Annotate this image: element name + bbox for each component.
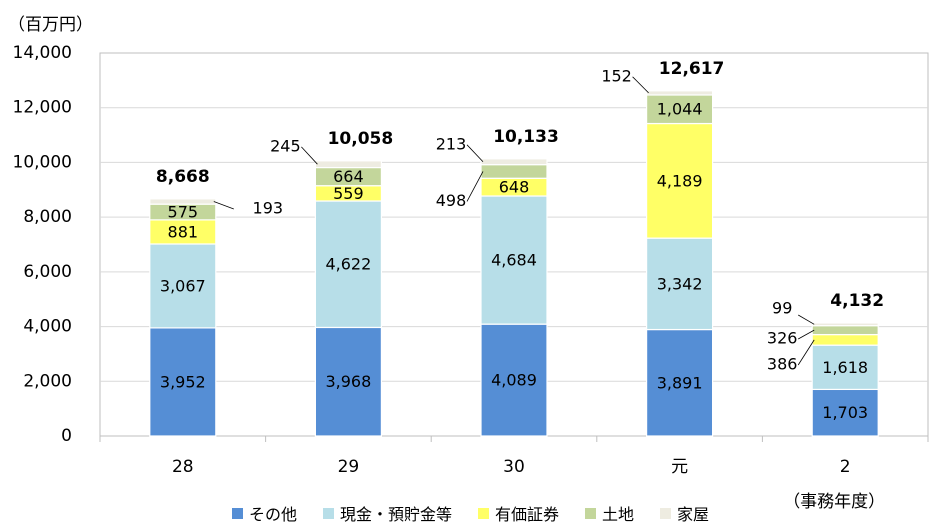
- y-tick-label: 10,000: [13, 152, 72, 172]
- callout-line: [466, 144, 484, 163]
- total-label: 10,133: [493, 127, 559, 147]
- x-axis-title: （事務年度）: [783, 492, 886, 512]
- callout-line: [466, 171, 484, 202]
- legend-label: その他: [248, 505, 297, 524]
- callout-line: [213, 201, 234, 210]
- data-label: 4,189: [657, 171, 703, 190]
- bar-segment: [480, 323, 548, 437]
- data-label: 3,342: [657, 274, 703, 293]
- stacked-bar-chart: 0 2,000 4,000 6,000 8,000 10,000 12,000 14,000 2…: [13, 43, 929, 477]
- y-tick-label: 14,000: [13, 43, 72, 63]
- bar-segment: [811, 333, 879, 346]
- data-label: 326: [767, 329, 798, 348]
- total-label: 10,058: [328, 129, 394, 149]
- bar-segment: [645, 94, 714, 125]
- bar-segment: [645, 237, 714, 331]
- bar-segment: [811, 344, 879, 391]
- y-tick-label: 8,000: [23, 207, 72, 227]
- callout-line: [301, 146, 318, 165]
- legend-item: 家屋: [660, 501, 709, 525]
- data-label: 1,618: [822, 358, 868, 377]
- callout-line: [797, 314, 815, 325]
- bar-segment: [149, 219, 217, 245]
- data-label: 575: [168, 203, 199, 222]
- total-label: 12,617: [659, 59, 725, 79]
- y-tick-label: 4,000: [23, 317, 72, 337]
- total-label: 4,132: [830, 291, 884, 311]
- bar-segment: [811, 322, 879, 327]
- legend-swatch: [585, 507, 596, 519]
- bar-segment: [149, 198, 217, 205]
- data-label: 3,968: [325, 372, 371, 391]
- data-label: 193: [253, 199, 284, 218]
- bar-segment: [645, 122, 714, 239]
- data-label: 99: [772, 299, 792, 318]
- legend-swatch: [231, 507, 243, 519]
- x-tick-label: 元: [671, 457, 688, 477]
- legend-item: 有価証券: [477, 501, 559, 525]
- data-label: 648: [499, 178, 530, 197]
- legend-label: 現金・預貯金等: [339, 505, 452, 524]
- data-label: 4,089: [491, 371, 537, 390]
- data-label: 245: [270, 136, 301, 155]
- data-label: 559: [333, 184, 364, 203]
- data-label: 1,044: [657, 100, 703, 119]
- data-label: 881: [168, 222, 199, 241]
- legend-swatch: [322, 507, 334, 519]
- legend: その他 現金・預貯金等 有価証券 土地 家屋: [0, 500, 941, 526]
- bar-segment: [645, 328, 714, 437]
- x-tick-label: 2: [840, 457, 851, 477]
- y-tick-label: 12,000: [13, 98, 72, 118]
- legend-item: 現金・預貯金等: [322, 501, 452, 525]
- legend-swatch: [660, 507, 672, 519]
- data-label: 3,067: [160, 276, 206, 295]
- bar-segment: [811, 325, 879, 336]
- legend-swatch: [477, 507, 489, 519]
- callout-line: [798, 329, 815, 340]
- legend-label: 家屋: [677, 505, 710, 524]
- data-label: 3,952: [160, 372, 206, 391]
- bar-segment: [645, 90, 714, 96]
- bar-segment: [480, 195, 548, 325]
- callout-line: [797, 339, 815, 366]
- x-tick-label: 28: [172, 457, 194, 477]
- data-label: 3,891: [657, 373, 703, 392]
- legend-label: 土地: [602, 505, 635, 524]
- bar-segment: [480, 158, 548, 166]
- data-label: 4,684: [491, 251, 537, 270]
- bar-segment: [811, 388, 879, 437]
- legend-item: その他: [231, 501, 297, 525]
- legend-item: 土地: [585, 501, 634, 525]
- total-label: 8,668: [156, 167, 210, 187]
- data-label: 152: [601, 66, 632, 85]
- bar-segment: [480, 164, 548, 179]
- x-tick-label: 29: [338, 457, 360, 477]
- data-label: 386: [767, 355, 798, 374]
- y-tick-label: 6,000: [23, 262, 72, 282]
- x-tick-label: 30: [503, 457, 525, 477]
- y-axis-title: （百万円）: [8, 15, 93, 35]
- y-tick-label: 2,000: [23, 371, 72, 391]
- bar-segment: [149, 243, 217, 329]
- bar-segment: [149, 327, 217, 437]
- data-label: 213: [436, 134, 467, 153]
- y-tick-label: 0: [61, 426, 72, 446]
- bar-segment: [314, 160, 382, 169]
- data-label: 498: [436, 191, 467, 210]
- data-label: 1,703: [822, 403, 868, 422]
- data-label: 664: [333, 167, 364, 186]
- data-label: 4,622: [325, 255, 371, 274]
- legend-label: 有価証券: [494, 505, 559, 524]
- callout-line: [632, 76, 649, 94]
